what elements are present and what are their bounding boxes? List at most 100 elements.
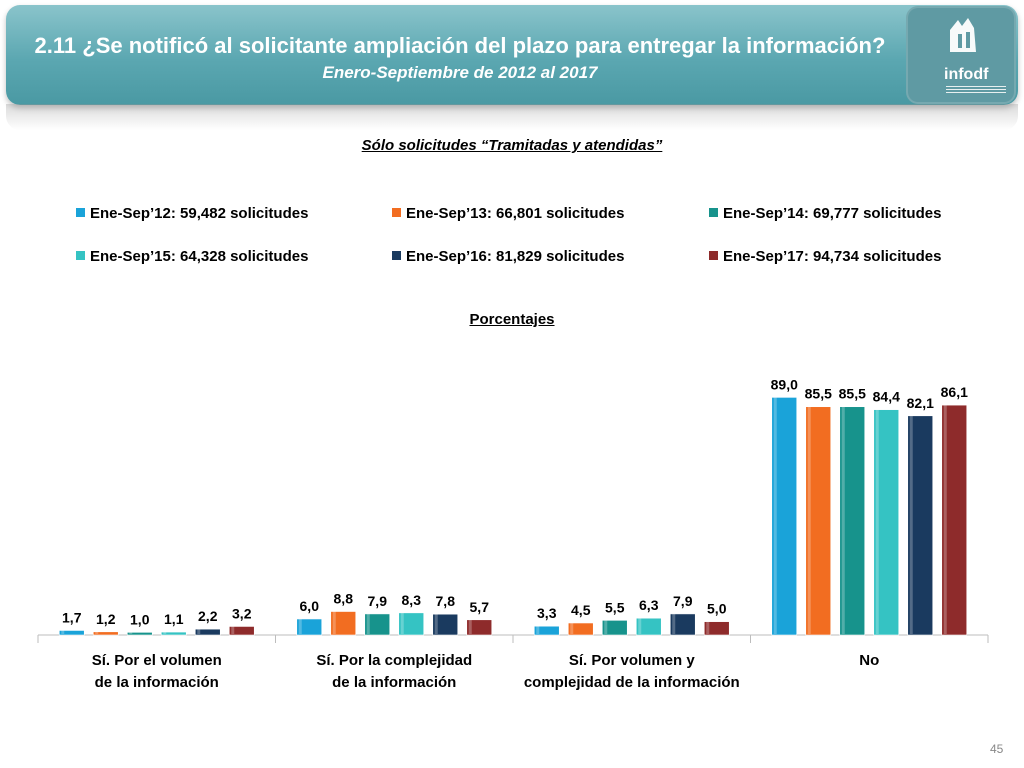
slide-title: 2.11 ¿Se notificó al solicitante ampliac…: [34, 33, 886, 58]
data-label: 1,2: [96, 611, 116, 627]
logo-emblem-icon: [950, 18, 976, 52]
data-label: 7,9: [368, 593, 388, 609]
bar-highlight: [366, 613, 370, 634]
legend-swatch: [709, 251, 718, 260]
legend-label: Ene-Sep’16: 81,829 solicitudes: [406, 248, 625, 265]
bar-highlight: [400, 612, 404, 634]
data-label: 5,0: [707, 601, 727, 617]
bar-highlight: [875, 409, 879, 634]
bar: [601, 620, 628, 636]
data-label: 4,5: [571, 602, 591, 618]
bar-highlight: [841, 406, 845, 634]
bar: [194, 628, 221, 636]
data-label: 82,1: [907, 395, 934, 411]
data-label: 7,9: [673, 593, 693, 609]
data-label: 6,0: [300, 598, 320, 614]
data-label: 2,2: [198, 608, 218, 624]
data-label: 8,3: [402, 592, 422, 608]
bar-highlight: [298, 618, 302, 634]
bar: [296, 618, 323, 636]
bar-highlight: [468, 619, 472, 634]
bar: [907, 415, 934, 636]
bar-highlight: [807, 406, 811, 634]
data-label: 8,8: [334, 591, 354, 607]
bar: [771, 397, 798, 636]
bar-highlight: [434, 614, 438, 634]
data-label: 86,1: [941, 384, 968, 400]
bar-highlight: [570, 622, 574, 634]
category-label: Sí. Por la complejidad de la información: [316, 652, 472, 691]
bar-highlight: [943, 405, 947, 634]
bar: [432, 613, 459, 636]
bar-highlight: [604, 620, 608, 634]
bar-highlight: [638, 618, 642, 634]
bar: [805, 406, 832, 636]
data-label: 5,7: [470, 599, 490, 615]
bar-highlight: [163, 632, 167, 634]
data-label: 1,1: [164, 611, 184, 627]
infodf-logo: infodf: [906, 6, 1016, 104]
category-label: No: [859, 652, 879, 669]
legend-item: Ene-Sep’12: 59,482 solicitudes: [76, 205, 308, 222]
data-label: 7,8: [436, 593, 456, 609]
bar: [635, 617, 662, 636]
legend-swatch: [76, 251, 85, 260]
bar: [160, 631, 187, 636]
legend-swatch: [76, 208, 85, 217]
logo-wordmark: infodf: [944, 66, 989, 83]
bar: [669, 613, 696, 636]
data-label: 3,3: [537, 605, 557, 621]
bar: [703, 621, 730, 636]
bar: [873, 409, 900, 636]
category-label: Sí. Por volumen y complejidad de la infor…: [524, 652, 740, 691]
bar: [228, 626, 255, 636]
data-label: 85,5: [839, 386, 866, 402]
legend-label: Ene-Sep’12: 59,482 solicitudes: [90, 205, 309, 222]
header-shadow: [6, 104, 1018, 130]
bar: [398, 612, 425, 636]
bar-highlight: [129, 632, 133, 634]
page-number: 45: [990, 742, 1004, 756]
bar: [58, 630, 85, 636]
legend-swatch: [392, 208, 401, 217]
bar: [839, 406, 866, 636]
bar-highlight: [909, 415, 913, 634]
legend-label: Ene-Sep’13: 66,801 solicitudes: [406, 205, 625, 222]
scope-note: Sólo solicitudes “Tramitadas y atendidas…: [361, 137, 663, 154]
bar: [941, 404, 968, 636]
bar-highlight: [231, 626, 235, 634]
data-label: 89,0: [771, 376, 798, 392]
header-banner: [6, 5, 1018, 105]
bar-chart: 1,7 1,2 1,0 1,1 2,2 3,2 Sí. Por el volumen de l…: [37, 376, 989, 691]
slide-subtitle: Enero-Septiembre de 2012 al 2017: [322, 63, 598, 82]
units-label: Porcentajes: [469, 311, 555, 328]
bar: [533, 625, 560, 636]
bar-highlight: [197, 629, 201, 634]
bar-highlight: [95, 631, 99, 634]
legend-label: Ene-Sep’15: 64,328 solicitudes: [90, 248, 309, 265]
bar: [364, 613, 391, 636]
data-label: 84,4: [873, 389, 900, 405]
legend-item: Ene-Sep’13: 66,801 solicitudes: [392, 205, 624, 222]
data-label: 1,0: [130, 611, 150, 627]
legend-item: Ene-Sep’14: 69,777 solicitudes: [709, 205, 941, 222]
bar: [466, 619, 493, 636]
data-label: 5,5: [605, 599, 625, 615]
bar-highlight: [773, 397, 777, 634]
bar-highlight: [332, 611, 336, 634]
legend-item: Ene-Sep’15: 64,328 solicitudes: [76, 248, 308, 265]
legend-item: Ene-Sep’17: 94,734 solicitudes: [709, 248, 941, 265]
legend-swatch: [709, 208, 718, 217]
legend-label: Ene-Sep’17: 94,734 solicitudes: [723, 248, 942, 265]
bar-highlight: [672, 613, 676, 634]
legend-item: Ene-Sep’16: 81,829 solicitudes: [392, 248, 624, 265]
bar: [567, 622, 594, 636]
bar-highlight: [706, 621, 710, 634]
bar: [92, 631, 119, 636]
bar: [126, 632, 153, 636]
legend-swatch: [392, 251, 401, 260]
logo-fine-print: [946, 86, 1006, 87]
bar-highlight: [536, 626, 540, 634]
bar: [330, 611, 357, 636]
data-label: 85,5: [805, 386, 832, 402]
